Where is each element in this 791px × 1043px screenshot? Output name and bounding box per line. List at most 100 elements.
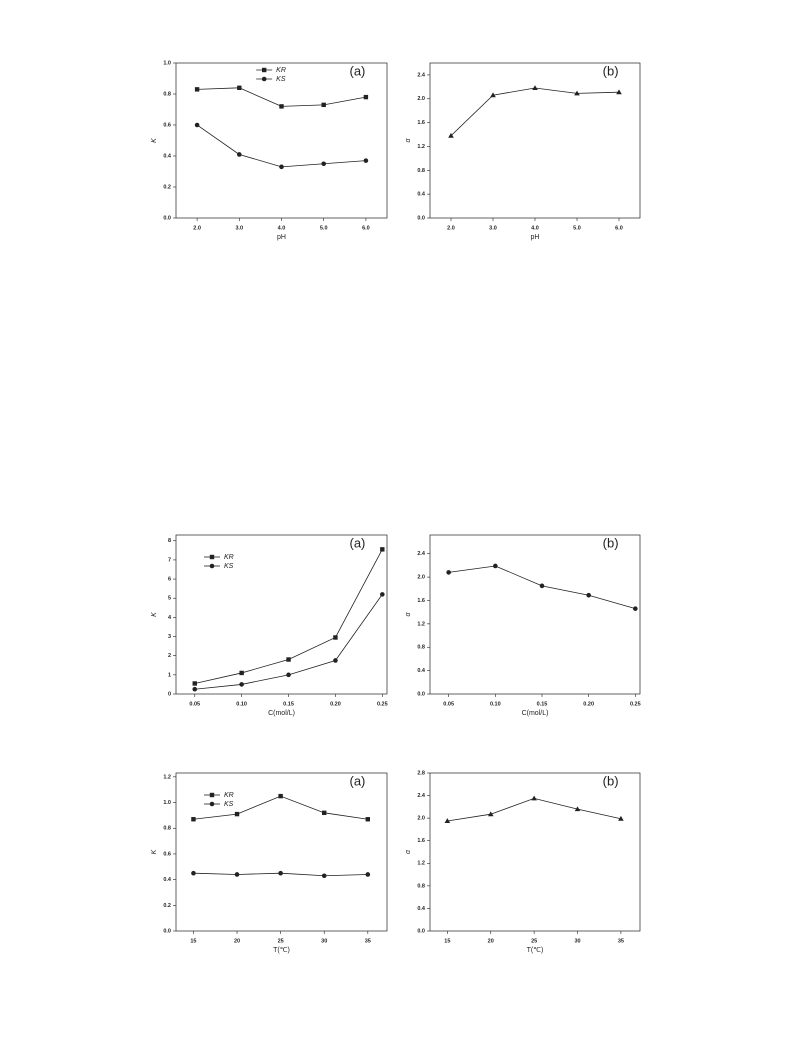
marker xyxy=(365,872,371,877)
marker xyxy=(380,547,385,552)
y-tick-label: 0.2 xyxy=(163,184,171,190)
x-tick-label: 15 xyxy=(444,938,450,944)
x-tick-label: 25 xyxy=(531,938,537,944)
y-axis-label: α xyxy=(405,612,412,617)
y-tick-label: 3 xyxy=(168,634,171,640)
marker xyxy=(321,161,327,167)
x-axis-label: T(℃) xyxy=(527,947,544,954)
x-tick-label: 3.0 xyxy=(489,225,497,231)
y-tick-label: 2.8 xyxy=(417,770,425,776)
marker xyxy=(237,152,242,157)
y-axis-label: α xyxy=(405,138,412,143)
marker xyxy=(574,806,581,812)
marker xyxy=(191,870,196,876)
x-tick-label: 0.25 xyxy=(377,701,388,707)
marker xyxy=(574,90,580,96)
x-tick-label: 0.10 xyxy=(236,701,247,707)
plot-frame xyxy=(429,772,641,932)
x-tick-label: 0.20 xyxy=(583,701,594,707)
marker xyxy=(234,811,240,817)
y-tick-label: 5 xyxy=(168,596,171,602)
legend-label: KR xyxy=(224,792,234,799)
marker xyxy=(633,606,638,611)
marker xyxy=(286,672,291,678)
legend-marker xyxy=(261,67,267,73)
x-tick-label: 35 xyxy=(618,938,624,944)
y-tick-label: 0.8 xyxy=(417,168,425,174)
y-tick-label: 1.2 xyxy=(417,621,425,627)
x-axis-label: C(mol/L) xyxy=(522,710,549,717)
marker xyxy=(487,811,494,817)
legend-marker xyxy=(209,792,215,798)
y-tick-label: 0.4 xyxy=(163,153,172,159)
y-axis-label: K xyxy=(151,849,158,854)
x-tick-label: 5.0 xyxy=(573,225,581,231)
marker xyxy=(363,94,369,100)
x-tick-label: 4.0 xyxy=(531,225,539,231)
x-axis-label: C(mol/L) xyxy=(268,710,295,717)
marker xyxy=(333,635,338,640)
y-tick-label: 1.6 xyxy=(417,838,425,844)
marker xyxy=(194,87,200,92)
plot-frame xyxy=(429,534,641,695)
y-tick-label: 2.4 xyxy=(417,551,426,557)
x-tick-label: 20 xyxy=(488,938,494,944)
annotation: (b) xyxy=(603,63,619,78)
y-tick-label: 0.0 xyxy=(163,928,171,934)
legend-label: KS xyxy=(276,76,286,83)
legend-label: KS xyxy=(224,563,234,570)
marker xyxy=(234,872,240,877)
marker xyxy=(448,132,454,138)
y-tick-label: 0.8 xyxy=(417,883,425,889)
x-tick-label: 2.0 xyxy=(193,225,201,231)
series-line xyxy=(196,124,366,168)
y-tick-label: 1 xyxy=(168,672,171,678)
marker xyxy=(278,870,283,876)
annotation: (a) xyxy=(350,63,366,78)
y-tick-label: 2.0 xyxy=(417,575,425,581)
marker xyxy=(239,682,244,687)
series-line xyxy=(194,549,383,684)
marker xyxy=(380,592,385,597)
marker xyxy=(333,658,338,663)
marker xyxy=(616,89,622,95)
x-tick-label: 30 xyxy=(574,938,580,944)
x-tick-label: 0.20 xyxy=(330,701,341,707)
x-tick-label: 25 xyxy=(278,938,284,944)
x-tick-label: 0.25 xyxy=(630,701,641,707)
annotation: (b) xyxy=(603,773,619,788)
marker xyxy=(539,583,545,589)
series-line xyxy=(197,87,366,107)
marker xyxy=(279,164,284,170)
marker xyxy=(237,85,242,90)
x-tick-label: 3.0 xyxy=(235,225,243,231)
y-tick-label: 2.0 xyxy=(417,96,425,102)
x-tick-label: 6.0 xyxy=(362,225,370,231)
y-axis-label: K xyxy=(151,612,158,617)
x-tick-label: 4.0 xyxy=(278,225,286,231)
marker xyxy=(446,570,451,575)
x-tick-label: 0.15 xyxy=(283,701,294,707)
x-tick-label: 35 xyxy=(365,938,371,944)
y-tick-label: 0 xyxy=(168,691,171,697)
legend-label: KS xyxy=(224,801,234,808)
annotation: (a) xyxy=(350,773,366,788)
plot-frame xyxy=(175,62,388,219)
marker xyxy=(239,670,244,676)
marker xyxy=(618,815,624,821)
y-tick-label: 7 xyxy=(168,557,171,563)
y-tick-label: 1.2 xyxy=(163,774,171,780)
x-tick-label: 6.0 xyxy=(615,225,623,231)
marker xyxy=(194,122,200,128)
x-tick-label: 2.0 xyxy=(447,225,455,231)
y-tick-label: 0.0 xyxy=(417,691,425,697)
x-tick-label: 0.10 xyxy=(490,701,501,707)
legend-marker xyxy=(209,554,215,560)
marker xyxy=(192,681,197,686)
marker xyxy=(279,104,284,109)
y-tick-label: 1.2 xyxy=(417,861,425,867)
y-tick-label: 0.6 xyxy=(163,122,171,128)
x-tick-label: 0.05 xyxy=(189,701,200,707)
marker xyxy=(278,793,283,799)
x-axis-label: pH xyxy=(277,234,286,241)
